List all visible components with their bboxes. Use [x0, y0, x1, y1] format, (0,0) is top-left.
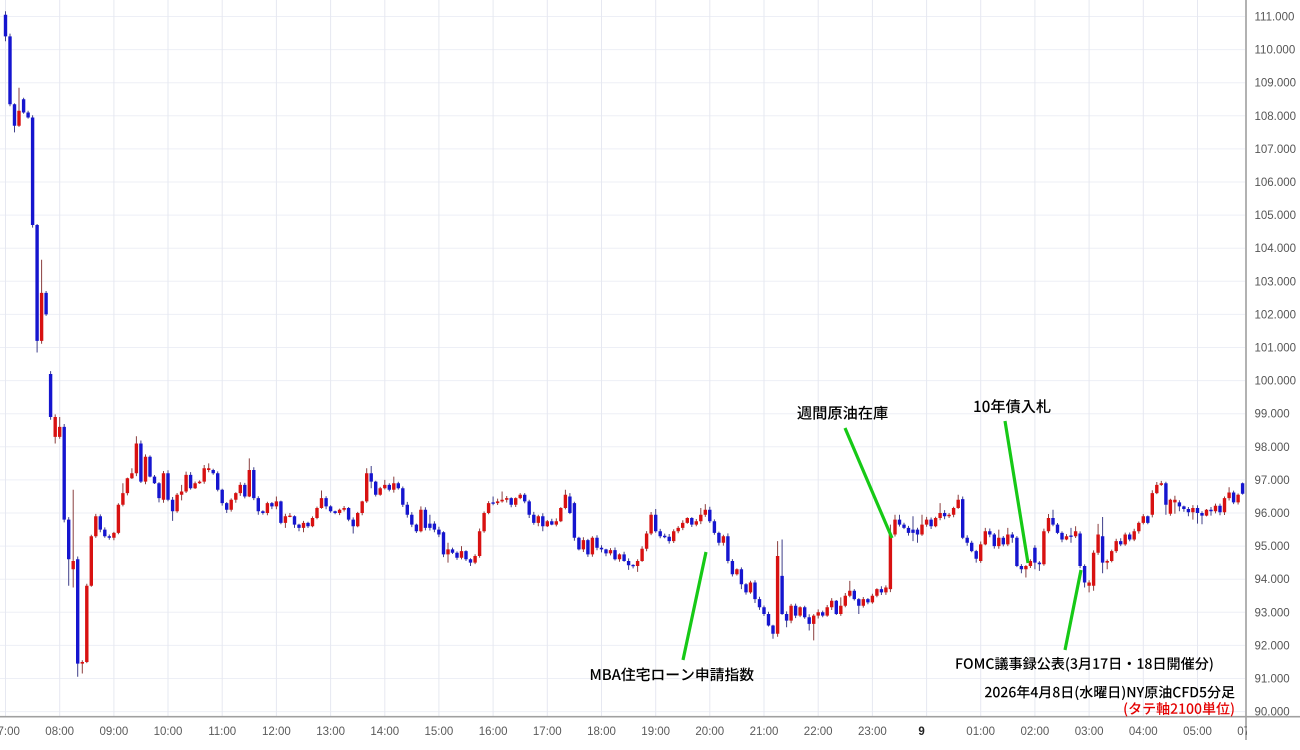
svg-text:96.000: 96.000 [1255, 508, 1290, 520]
svg-text:90.000: 90.000 [1255, 707, 1290, 719]
svg-text:22:00: 22:00 [804, 726, 833, 738]
svg-text:08:00: 08:00 [45, 726, 74, 738]
svg-text:09:00: 09:00 [100, 726, 129, 738]
svg-text:92.000: 92.000 [1255, 640, 1290, 652]
svg-text:99.000: 99.000 [1255, 409, 1290, 421]
svg-text:102.000: 102.000 [1255, 309, 1297, 321]
svg-text:101.000: 101.000 [1255, 343, 1297, 355]
svg-text:100.000: 100.000 [1255, 376, 1297, 388]
svg-text:10:00: 10:00 [154, 726, 183, 738]
svg-text:23:00: 23:00 [858, 726, 887, 738]
svg-text:104.000: 104.000 [1255, 243, 1297, 255]
svg-text:105.000: 105.000 [1255, 210, 1297, 222]
svg-text:18:00: 18:00 [587, 726, 616, 738]
svg-text:12:00: 12:00 [262, 726, 291, 738]
svg-text:108.000: 108.000 [1255, 111, 1297, 123]
svg-text:13:00: 13:00 [316, 726, 345, 738]
svg-text:94.000: 94.000 [1255, 574, 1290, 586]
svg-text:11:00: 11:00 [208, 726, 236, 738]
svg-text:05:00: 05:00 [1183, 726, 1212, 738]
svg-text:21:00: 21:00 [750, 726, 779, 738]
svg-text:109.000: 109.000 [1255, 78, 1297, 90]
svg-text:97.000: 97.000 [1255, 475, 1290, 487]
svg-text:17:00: 17:00 [533, 726, 562, 738]
svg-text:01:00: 01:00 [966, 726, 995, 738]
svg-text:107.000: 107.000 [1255, 144, 1297, 156]
svg-text:9: 9 [918, 726, 924, 738]
svg-text:04:00: 04:00 [1129, 726, 1158, 738]
svg-text:93.000: 93.000 [1255, 607, 1290, 619]
svg-text:07:00: 07:00 [0, 726, 20, 738]
svg-text:91.000: 91.000 [1255, 674, 1290, 686]
svg-text:14:00: 14:00 [370, 726, 399, 738]
svg-text:03:00: 03:00 [1075, 726, 1104, 738]
svg-text:103.000: 103.000 [1255, 276, 1297, 288]
svg-text:106.000: 106.000 [1255, 177, 1297, 189]
svg-text:110.000: 110.000 [1255, 45, 1296, 57]
svg-text:15:00: 15:00 [425, 726, 454, 738]
svg-text:95.000: 95.000 [1255, 541, 1290, 553]
svg-text:16:00: 16:00 [479, 726, 508, 738]
svg-text:20:00: 20:00 [695, 726, 724, 738]
svg-text:19:00: 19:00 [641, 726, 670, 738]
svg-text:111.000: 111.000 [1255, 12, 1295, 24]
svg-text:98.000: 98.000 [1255, 442, 1290, 454]
svg-text:02:00: 02:00 [1021, 726, 1050, 738]
